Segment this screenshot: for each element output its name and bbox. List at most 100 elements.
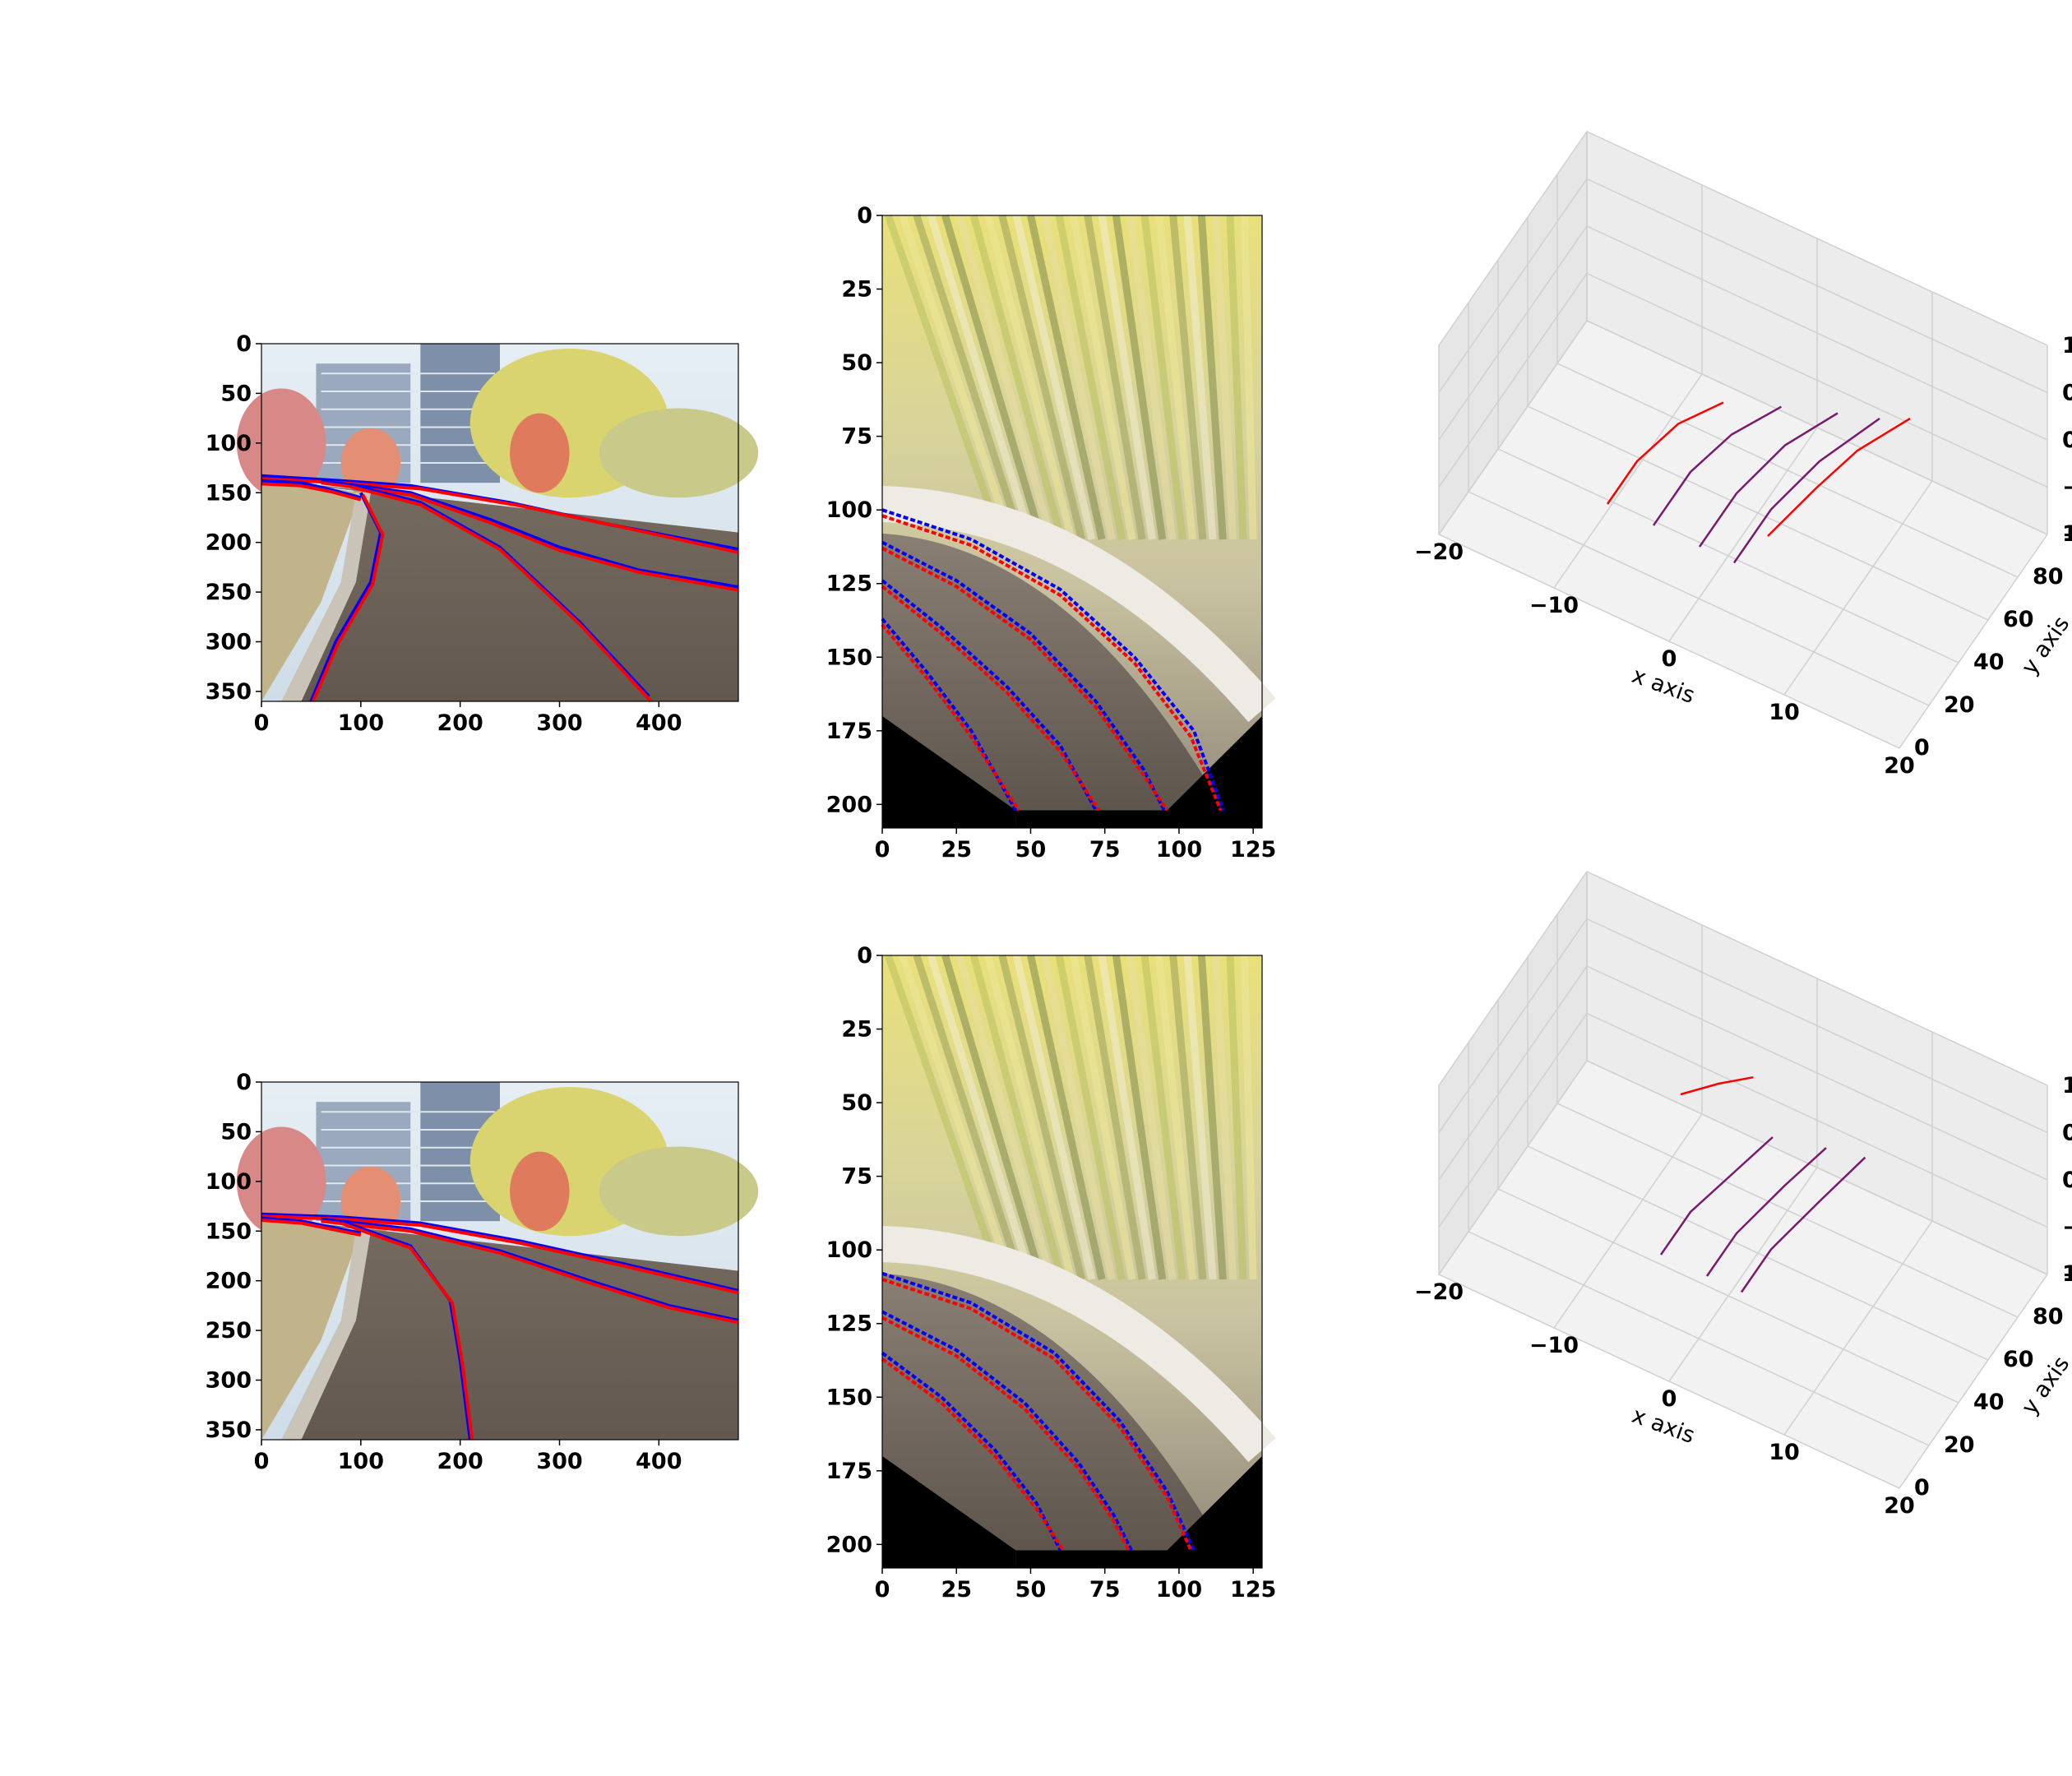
- texture-streak: [1240, 215, 1257, 540]
- texture-streak: [913, 954, 1025, 1281]
- texture-streak: [1169, 215, 1207, 540]
- lane-3d-red: [1606, 401, 1724, 505]
- y-tick-label: 75: [841, 1164, 872, 1190]
- texture-streak: [1126, 215, 1177, 540]
- out-of-view: [1015, 1550, 1168, 1568]
- texture-streak: [1012, 954, 1096, 1281]
- verge: [261, 1216, 361, 1440]
- y-tick-label: 125: [826, 571, 872, 597]
- z-tick-label: 1.0: [2062, 333, 2072, 358]
- grid-line: [1556, 363, 2019, 578]
- y-tick-label: 75: [841, 424, 872, 450]
- y-tick-label: 50: [841, 1090, 872, 1116]
- grid-line: [1438, 1013, 1588, 1228]
- grid-line: [1899, 1274, 2048, 1489]
- grid-line: [1553, 373, 1703, 589]
- grid-line: [1586, 1012, 2048, 1228]
- y-tick-label: 175: [826, 719, 872, 744]
- lane-line-red: [261, 482, 362, 502]
- y-tick-label: 60: [2003, 607, 2034, 632]
- verge: [261, 478, 361, 701]
- y-tick-label: 200: [206, 530, 252, 556]
- z-tick-label: −0.5: [2062, 475, 2072, 501]
- y-tick-label: 200: [826, 792, 872, 817]
- y-tick-label: 50: [220, 1119, 252, 1145]
- texture-streak: [1027, 955, 1106, 1280]
- x-tick-label: 0: [875, 1577, 890, 1603]
- axes-frame: [881, 955, 1263, 1569]
- y-tick-label: 350: [206, 1418, 252, 1443]
- grid-line: [1438, 1274, 1900, 1489]
- lane-line-red: [321, 1219, 739, 1325]
- front-view-panel-0: 0 100 200 300 400 0 50 100 150 200 250 300 350: [206, 331, 759, 736]
- lane-line-blue: [321, 1217, 739, 1322]
- y-tick-label: 100: [206, 431, 252, 456]
- texture-streak: [1012, 214, 1096, 541]
- grid-line: [1586, 965, 2048, 1181]
- x-tick-label: 400: [636, 710, 682, 736]
- grid-line: [1586, 272, 2048, 488]
- x-tick-label: 300: [536, 710, 582, 736]
- y-tick-label: 150: [206, 1219, 252, 1244]
- grid-line: [1438, 871, 1588, 1086]
- x-tick-label: 25: [941, 837, 972, 863]
- lane-line-red: [881, 585, 1101, 812]
- grid-line: [1438, 534, 1900, 749]
- y-tick-label: 100: [206, 1169, 252, 1195]
- grid-line: [1527, 1145, 1989, 1361]
- texture-streak: [1197, 955, 1227, 1280]
- texture-streak: [1183, 215, 1217, 540]
- y-tick-label: 150: [206, 480, 252, 506]
- texture-streak: [998, 954, 1085, 1281]
- x-tick-label: −20: [1414, 539, 1464, 565]
- texture-streak: [969, 214, 1066, 541]
- texture-streak: [1154, 955, 1197, 1280]
- lane-3d-purple: [1698, 412, 1838, 548]
- texture-streak: [969, 954, 1066, 1281]
- y-tick-label: 40: [1973, 1390, 2005, 1415]
- grid-line: [1586, 1060, 2048, 1275]
- birds-eye-panel-4: 0 25 50 75 100 125 0 25 50 75 100 125 150 175 200: [826, 943, 1277, 1603]
- y-tick-label: 20: [1944, 692, 1975, 718]
- grid-line: [1497, 448, 1959, 664]
- texture-streak: [884, 214, 1005, 541]
- grid-line: [1783, 480, 1933, 696]
- lane-line-blue: [881, 540, 1166, 812]
- x-tick-label: 125: [1230, 837, 1276, 863]
- x-tick-label: 75: [1089, 837, 1121, 863]
- x-tick-label: −10: [1529, 593, 1579, 618]
- texture-streak: [884, 954, 1005, 1281]
- lane-3d-purple: [1740, 1156, 1866, 1293]
- lane-3d-red: [1680, 1075, 1754, 1096]
- lane-line-blue: [881, 1351, 1062, 1552]
- x-tick-label: 0: [1662, 646, 1677, 672]
- out-of-view: [1015, 810, 1168, 828]
- lane-line-red: [881, 1316, 1131, 1552]
- out-of-view: [1167, 715, 1262, 828]
- bev-road: [882, 1273, 1203, 1551]
- texture-streak: [955, 954, 1056, 1281]
- texture-streak: [1169, 955, 1207, 1280]
- grid-line: [1438, 1060, 1588, 1275]
- y-tick-label: 40: [1973, 650, 2005, 675]
- texture-streak: [1183, 955, 1217, 1280]
- grid-line: [1438, 178, 1588, 393]
- birds-eye-panel-1: 0 25 50 75 100 125 0 25 50 75 100 125 150 175 200: [826, 203, 1277, 863]
- road: [261, 1217, 738, 1440]
- axes-frame: [261, 343, 739, 702]
- y-tick-label: 50: [841, 350, 872, 376]
- x-tick-label: 0: [875, 837, 890, 863]
- grid-line: [1438, 225, 1588, 441]
- x-tick-label: 25: [941, 1577, 972, 1603]
- x-tick-label: 400: [636, 1449, 682, 1474]
- x-tick-label: 10: [1769, 700, 1800, 725]
- grid-line: [1438, 131, 1588, 346]
- tree: [236, 388, 326, 498]
- grid-line: [1586, 178, 2048, 394]
- texture-streak: [1055, 215, 1126, 540]
- bev-road: [882, 533, 1203, 811]
- texture-streak: [1226, 955, 1247, 1280]
- y-tick-label: 300: [206, 630, 252, 655]
- texture-streak: [1098, 215, 1156, 540]
